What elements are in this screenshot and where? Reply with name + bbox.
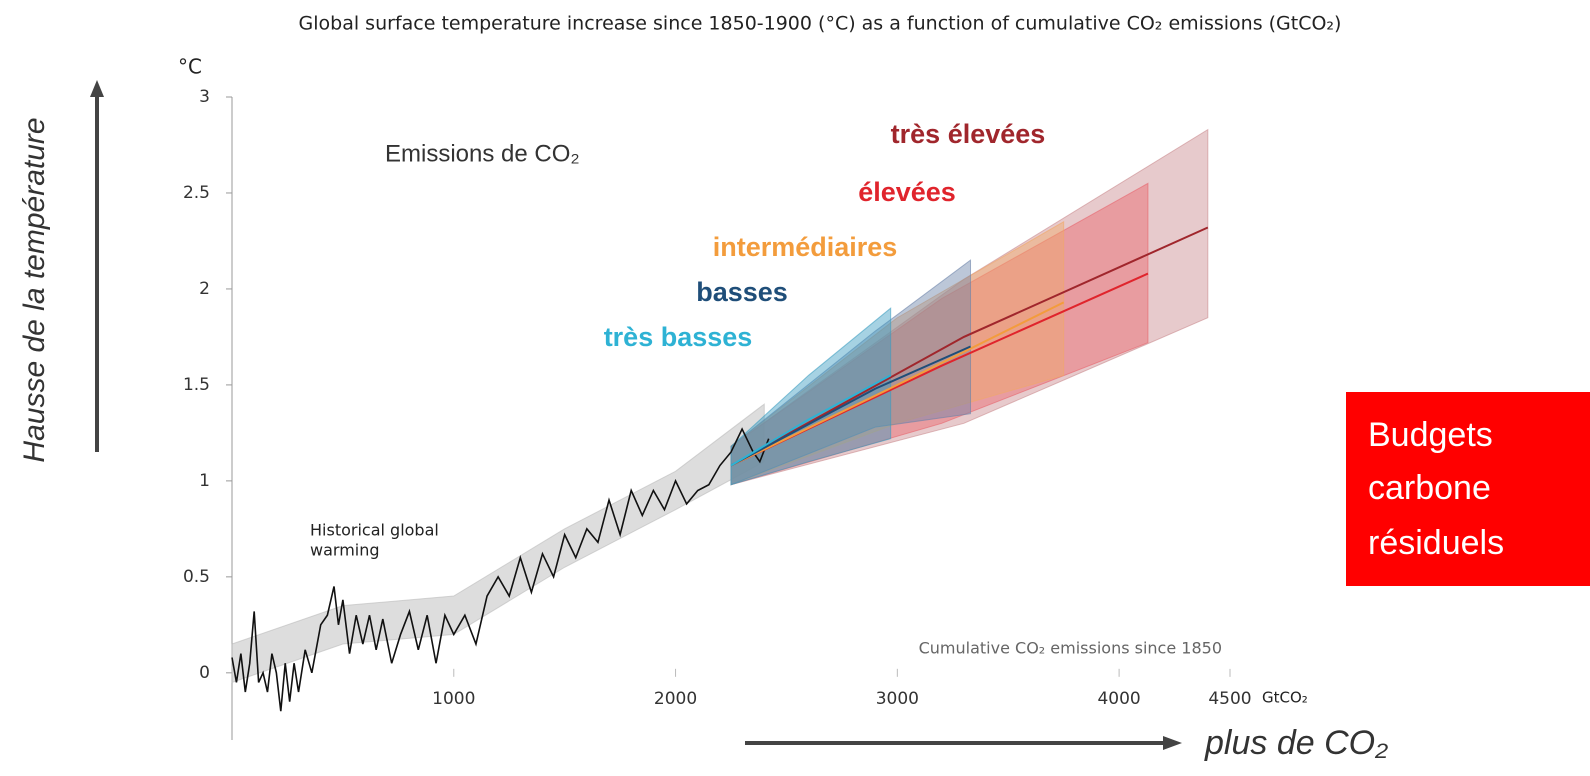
- callout-text: carbone: [1368, 469, 1491, 507]
- y-unit: °C: [178, 55, 202, 79]
- legend-label: très basses: [604, 322, 753, 352]
- line: [231, 427, 770, 712]
- x-arrow-head: [1163, 736, 1182, 750]
- x-tick-label: 4500: [1208, 689, 1251, 709]
- uncertainty-band: [231, 403, 765, 684]
- annotation: warming: [310, 541, 380, 560]
- line: [730, 226, 1209, 467]
- y-tick-label: 1: [199, 471, 210, 491]
- x-arrow-label: plus de CO₂: [1204, 724, 1388, 762]
- uncertainty-band: [730, 307, 892, 486]
- annotation: Cumulative CO₂ emissions since 1850: [919, 639, 1222, 658]
- y-tick-label: 2: [199, 279, 210, 299]
- legend-label: intermédiaires: [713, 232, 898, 262]
- y-tick-label: 2.5: [183, 183, 210, 203]
- chart-title: Global surface temperature increase sinc…: [299, 13, 1342, 35]
- callout-box: [1346, 392, 1590, 586]
- legend-label: basses: [696, 277, 788, 307]
- y-tick-label: 0: [199, 663, 210, 683]
- line: [730, 374, 892, 467]
- annotation: Historical global: [310, 521, 439, 540]
- y-arrow-label: Hausse de la température: [18, 117, 51, 462]
- y-tick-label: 0.5: [183, 567, 210, 587]
- line: [730, 345, 971, 467]
- callout-text: Budgets: [1368, 416, 1493, 454]
- annotation: Emissions de CO₂: [385, 140, 580, 167]
- x-unit: GtCO₂: [1262, 689, 1308, 707]
- y-tick-label: 1.5: [183, 375, 210, 395]
- x-tick-label: 3000: [876, 689, 919, 709]
- x-tick-label: 4000: [1097, 689, 1140, 709]
- x-tick-label: 1000: [432, 689, 475, 709]
- x-tick-label: 2000: [654, 689, 697, 709]
- y-arrow-head: [90, 80, 104, 97]
- legend-label: élevées: [858, 177, 956, 207]
- line: [730, 301, 1065, 467]
- callout-text: résiduels: [1368, 524, 1504, 562]
- y-tick-label: 3: [199, 87, 210, 107]
- legend-label: très élevées: [891, 119, 1046, 149]
